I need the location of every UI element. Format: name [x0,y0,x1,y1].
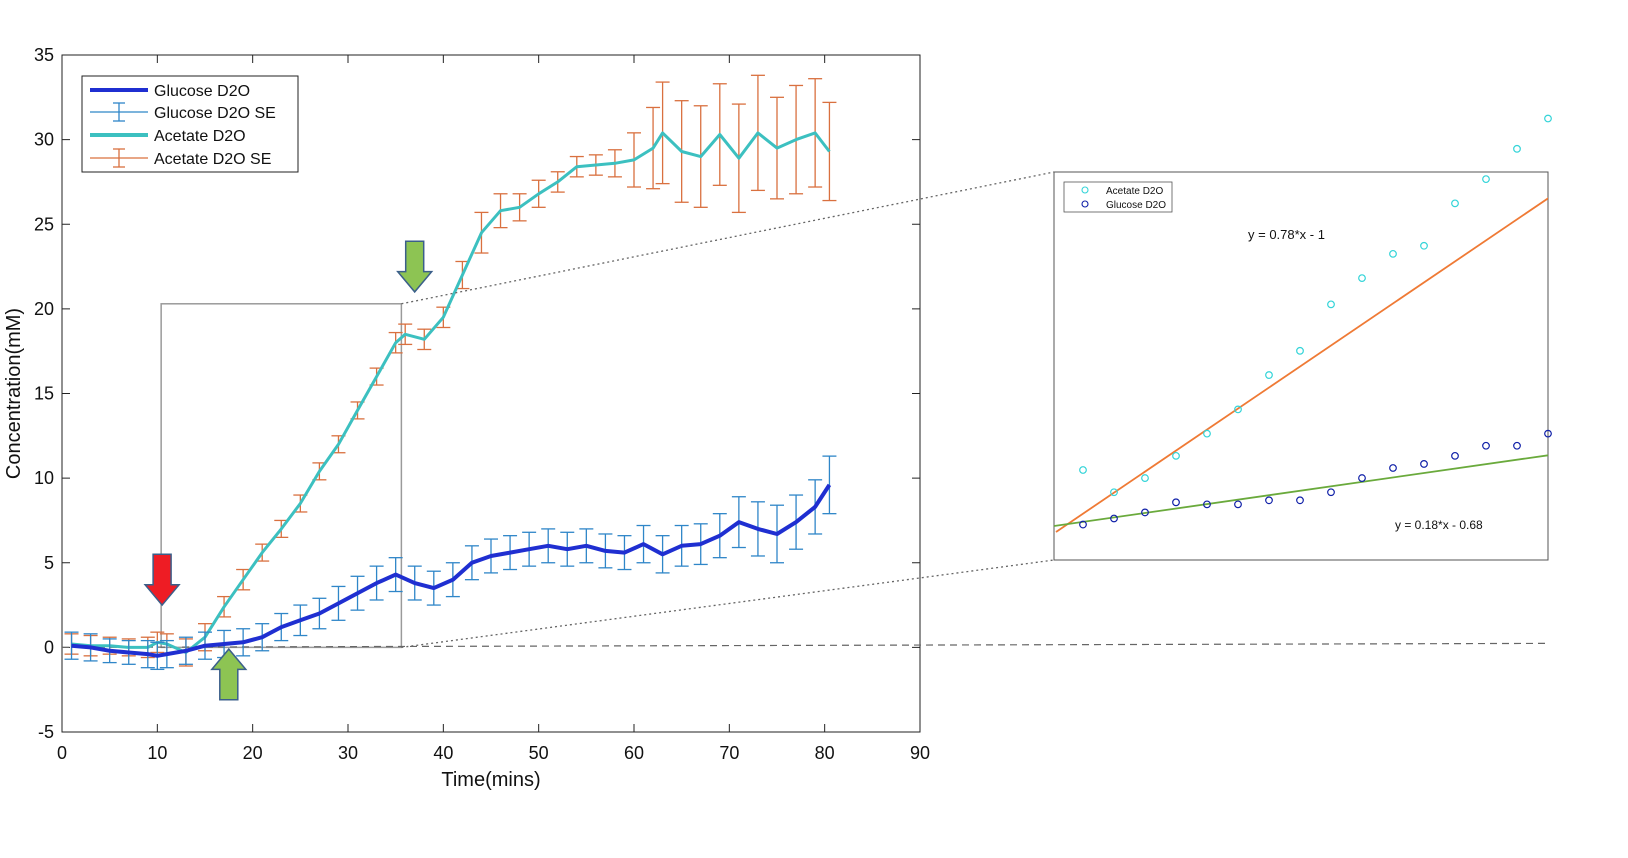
baseline-y0 [61,642,1551,648]
main-chart: 0 10 20 30 40 50 60 70 80 90-505101520253035Time(… [3,45,1551,791]
glucose-point [1327,488,1335,497]
acetate-point [1141,474,1149,482]
acetate-point [1110,488,1118,497]
x-tick-label: 40 [433,743,453,763]
glucose-point [1451,451,1459,460]
acetate-point [1234,405,1242,414]
y-tick-label: 25 [34,214,54,234]
inset-legend-acetate-marker [1081,186,1089,194]
y-tick-label: 0 [44,637,54,657]
acetate-point [1203,429,1211,438]
red-arrow-down [143,553,181,607]
x-axis-label: Time(mins) [441,769,540,791]
glucose-point [1482,441,1490,450]
green-arrow-up [210,647,248,701]
glucose-point [1265,496,1273,505]
y-tick-label: 10 [34,468,54,488]
zoom-connectors [401,171,1055,649]
acetate-point [1327,300,1335,309]
acetate-point [1544,114,1552,123]
acetate-point [1358,274,1366,283]
acetate-point [1451,199,1459,208]
inset-legend-glucose-marker [1081,200,1089,208]
x-tick-label: 30 [338,743,358,763]
glucose-point [1513,441,1521,450]
glucose-point [1141,508,1149,517]
y-axis-label: Concentration(mM) [3,308,25,479]
y-tick-label: 20 [34,299,54,319]
glucose-point [1234,500,1242,509]
y-tick-label: 35 [34,45,54,65]
glucose-point [1203,500,1211,509]
x-tick-label: 90 [910,743,930,763]
acetate-fit-line [1055,197,1548,533]
legend-label-acetate: Acetate D2O [154,128,246,145]
glucose-point [1110,514,1118,523]
glucose-point [1544,429,1552,438]
glucose-point [1389,464,1397,472]
x-tick-label: 10 [147,743,167,763]
x-tick-label: 70 [719,743,739,763]
acetate-point [1482,175,1490,184]
x-tick-label: 20 [243,743,263,763]
acetate-point [1389,249,1397,258]
green-arrow-down [396,240,434,294]
acetate-point [1296,346,1304,355]
y-tick-label: 5 [44,553,54,573]
inset-legend: Acetate D2O Glucose D2O [1063,181,1173,213]
acetate-point [1079,466,1087,474]
glucose-fit-equation: y = 0.18*x - 0.68 [1395,518,1483,532]
inset-legend-label-glucose: Glucose D2O [1106,200,1166,211]
y-tick-label: -5 [38,722,54,742]
x-tick-label: 50 [529,743,549,763]
glucose-line [71,483,832,658]
glucose-fit-line [1054,454,1548,527]
acetate-point [1265,371,1273,379]
acetate-fit-equation: y = 0.78*x - 1 [1248,227,1325,242]
glucose-point [1079,520,1087,529]
inset-points [1079,114,1552,529]
inset-legend-label-acetate: Acetate D2O [1106,186,1163,197]
zoom-connector-top [401,171,1055,305]
y-tick-label: 30 [34,130,54,150]
y-tick-label: 15 [34,384,54,404]
glucose-point [1358,474,1366,482]
glucose-point [1172,498,1180,507]
legend: Glucose D2O Glucose D2O SE Acetate D2O Acet… [81,75,299,173]
acetate-point [1420,241,1428,250]
inset-legend-box [1063,181,1173,213]
x-tick-label: 80 [815,743,835,763]
glucose-point [1296,496,1304,505]
x-tick-label: 60 [624,743,644,763]
legend-label-glucose: Glucose D2O [154,83,250,100]
acetate-point [1172,451,1180,460]
glucose-point [1420,460,1428,468]
inset-chart: y = 0.78*x - 1 y = 0.18*x - 0.68 Acetate D… [1053,114,1552,561]
acetate-point [1513,144,1521,153]
inset-fit-lines [1054,197,1548,533]
x-tick-label: 0 [57,743,67,763]
legend-label-acetate-se: Acetate D2O SE [154,151,271,168]
legend-label-glucose-se: Glucose D2O SE [154,105,276,122]
